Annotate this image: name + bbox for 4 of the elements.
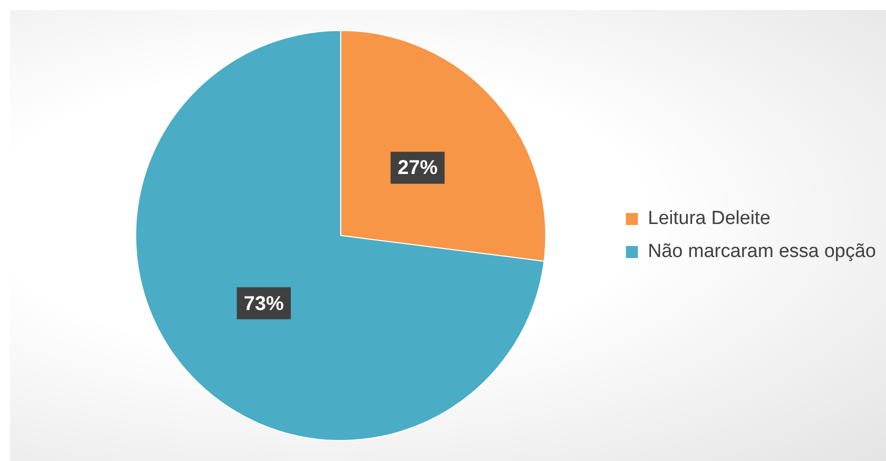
legend-label: Não marcaram essa opção <box>648 241 876 262</box>
data-label: 73% <box>244 292 284 315</box>
data-label: 27% <box>398 157 438 180</box>
legend-label: Leitura Deleite <box>648 208 770 230</box>
